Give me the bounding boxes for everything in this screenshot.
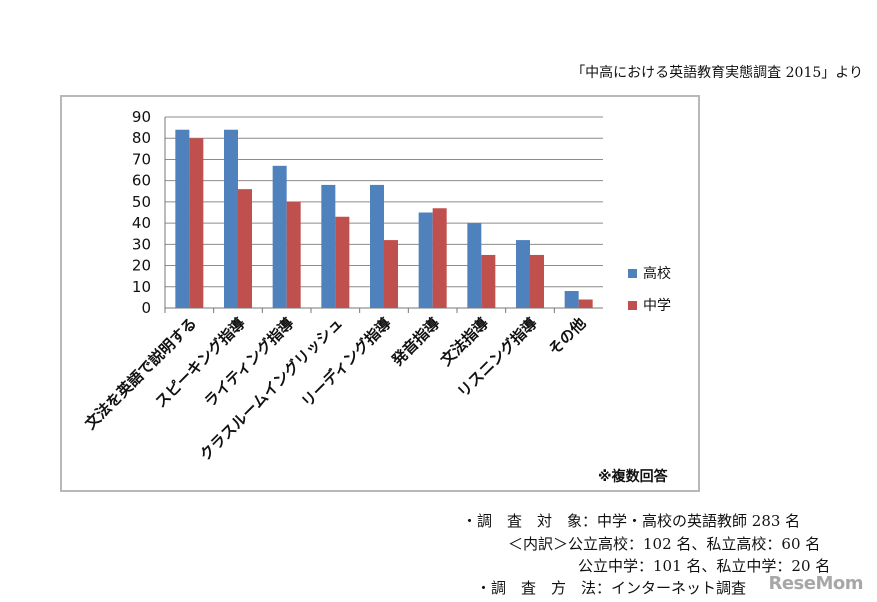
bar-high-school: [564, 291, 579, 308]
x-category-label: その他: [545, 314, 590, 359]
bar-high-school: [175, 129, 190, 308]
survey-breakdown-line-2: 公立中学：101 名、私立中学：20 名: [578, 557, 831, 575]
legend-swatch: [628, 301, 637, 310]
x-category-label: スピーキング指導: [152, 314, 249, 411]
y-tick-label: 20: [132, 257, 151, 275]
bar-high-school: [370, 184, 384, 308]
bar-middle-school: [578, 299, 593, 308]
bar-high-school: [321, 184, 336, 308]
bar-high-school: [272, 165, 287, 308]
x-category-label: リーディング指導: [298, 314, 395, 411]
x-category-label: 発音指導: [388, 314, 444, 370]
bar-high-school: [467, 223, 482, 308]
resemom-watermark: ReseMom: [768, 573, 863, 594]
bar-middle-school: [238, 189, 252, 308]
survey-breakdown-line: ＜内訳＞公立高校：102 名、私立高校：60 名: [508, 535, 821, 553]
bar-middle-school: [481, 254, 496, 308]
bar-middle-school: [335, 216, 350, 308]
bar-middle-school: [530, 254, 544, 308]
legend-swatch: [628, 269, 637, 278]
bar-chart: 0102030405060708090文法を英語で説明するスピーキング指導ライテ…: [81, 108, 671, 464]
bar-middle-school: [384, 240, 398, 308]
bar-middle-school: [189, 138, 204, 308]
x-category-label: ライティング指導: [201, 314, 298, 411]
bar-high-school: [516, 240, 530, 308]
bar-high-school: [418, 212, 433, 308]
bar-high-school: [224, 129, 238, 308]
bar-middle-school: [286, 201, 301, 308]
survey-target-line: ・調 査 対 象：中学・高校の英語教師 283 名: [462, 512, 801, 530]
chart-frame: 0 10 20 30 40 50 60 70 80 90 文法を英語で説明する スピーキング指導 ライテ…: [60, 95, 700, 492]
y-tick-label: 30: [132, 235, 151, 253]
legend-label: 中学: [643, 298, 671, 314]
source-note: 「中高における英語教育実態調査 2015」より: [571, 65, 863, 81]
y-tick-label: 70: [132, 150, 151, 168]
y-tick-label: 90: [132, 108, 151, 126]
multiple-answer-note: ※複数回答: [598, 469, 668, 485]
bar-middle-school: [432, 208, 447, 308]
y-tick-label: 50: [132, 193, 151, 211]
y-tick-label: 40: [132, 214, 151, 232]
y-tick-label: 0: [141, 299, 151, 317]
legend-label: 高校: [643, 265, 671, 282]
y-tick-label: 80: [132, 129, 151, 147]
y-tick-label: 10: [132, 278, 151, 296]
survey-method-line: ・調 査 方 法：インターネット調査: [476, 579, 747, 597]
y-tick-label: 60: [132, 172, 151, 190]
